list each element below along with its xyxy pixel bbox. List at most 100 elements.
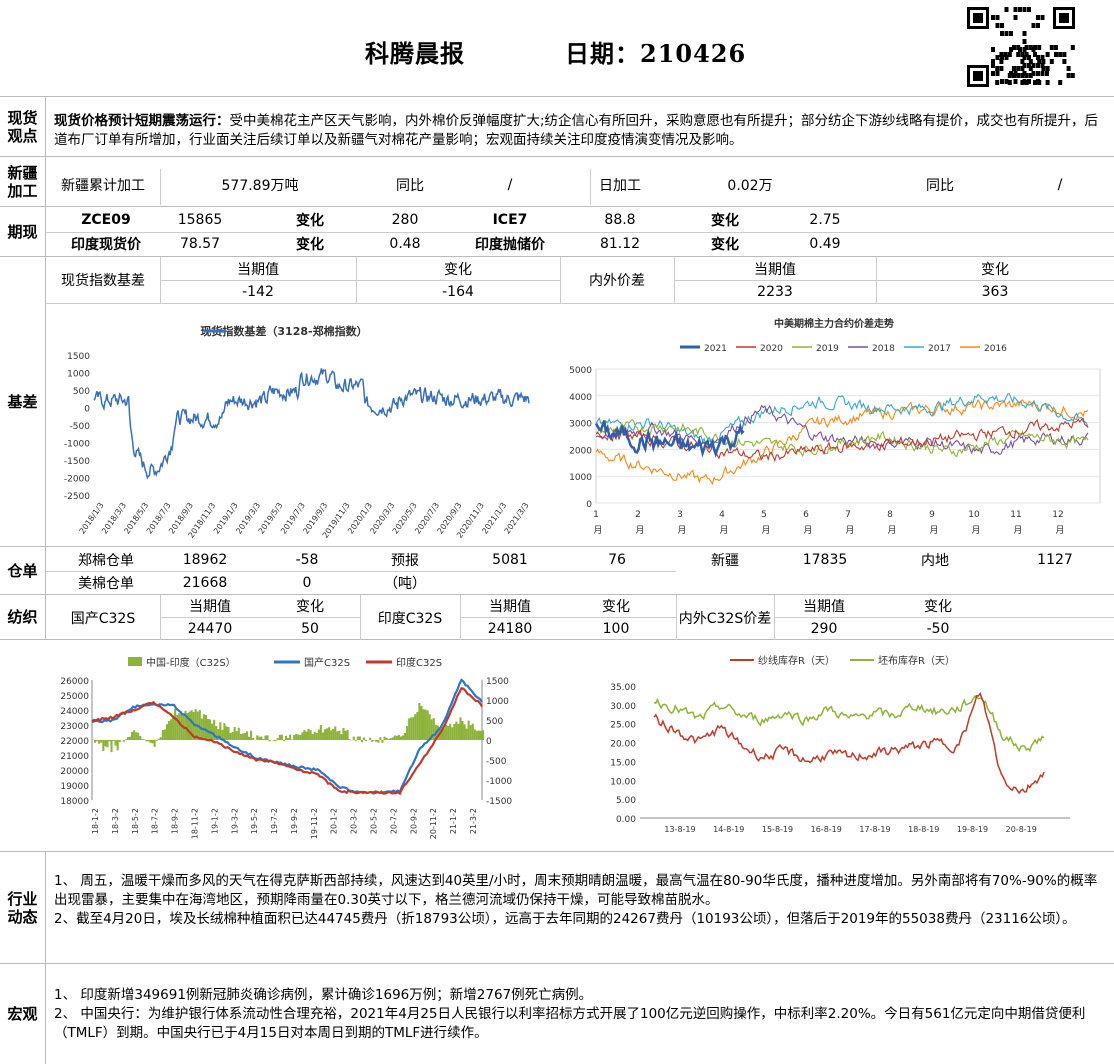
india-reserve-change-label: 变化 xyxy=(711,237,739,253)
futures-spot-section: 期现 ZCE09 15865 变化 280 ICE7 88.8 变化 2.75 … xyxy=(0,207,1114,257)
us-receipt-change: 0 xyxy=(302,575,312,591)
diff-bar xyxy=(141,739,144,740)
macro-news-1: 1、 印度新增349691例新冠肺炎确诊病例，累计确诊1696万例；新增2767… xyxy=(54,987,593,1003)
diff-bar xyxy=(96,740,99,742)
y-tick-label: 1000 xyxy=(67,370,90,380)
india-reserve-value: 81.12 xyxy=(599,236,641,252)
basis-change-value: -164 xyxy=(442,284,474,300)
india-spot-value: 78.57 xyxy=(179,236,221,252)
diff-bar xyxy=(211,723,214,740)
xinjiang-cumulative-label: 新疆累计加工 xyxy=(61,178,145,194)
y-tick-label: 19000 xyxy=(60,782,89,792)
diff-bar xyxy=(479,730,483,740)
diff-bar xyxy=(317,729,320,740)
x-tick-label: 20-11-2 xyxy=(429,808,438,839)
ice7-change-value: 2.75 xyxy=(809,212,841,228)
diff-bar xyxy=(217,729,220,740)
ice7-label: ICE7 xyxy=(492,212,528,228)
x-tick-label: 15-8-19 xyxy=(762,825,793,834)
diff-bar xyxy=(243,733,246,740)
diff-bar xyxy=(215,726,218,740)
diff-bar xyxy=(397,734,400,740)
basis-change-header: 变化 xyxy=(444,262,472,278)
y2-tick-label: 1500 xyxy=(486,677,509,687)
x-tick-label: 10 xyxy=(968,510,980,520)
diff-bar xyxy=(256,735,259,740)
fabric-stock-line xyxy=(653,694,1045,753)
diff-bar xyxy=(377,740,380,743)
diff-bar xyxy=(360,740,363,743)
x-tick-label: 18-11-2 xyxy=(190,808,199,839)
diff-bar xyxy=(362,737,366,740)
diff-bar xyxy=(112,740,115,742)
y-tick-label: 23000 xyxy=(60,722,89,732)
x-unit-label: 月 xyxy=(845,525,854,536)
spot-index-basis-chart: 现货指数基差（3128-郑棉指数） 1500 1000 500 0 -500 -1000 -1… xyxy=(64,324,531,540)
diff-bar xyxy=(447,725,450,740)
diff-bar xyxy=(457,723,460,740)
spread-change-value: 363 xyxy=(981,284,1009,300)
y2-tick-label: 500 xyxy=(486,717,503,727)
diff-bar xyxy=(178,713,181,740)
india-reserve-label: 印度抛储价 xyxy=(475,237,545,253)
zce-receipt-label: 郑棉仓单 xyxy=(78,553,134,569)
diff-bar xyxy=(172,715,175,740)
x-tick-label: 19-9-2 xyxy=(290,808,299,834)
y-tick-label: 24000 xyxy=(60,707,89,717)
diff-bar xyxy=(124,739,127,740)
diff-bar xyxy=(128,736,132,740)
x-tick-label: 7 xyxy=(845,510,851,520)
india-c32s-line xyxy=(91,687,483,796)
daily-processing-value: 0.02万 xyxy=(727,178,773,194)
diff-bar xyxy=(174,708,177,740)
c32s-spread-change-header: 变化 xyxy=(924,599,952,615)
diff-bar xyxy=(328,727,331,740)
diff-bar xyxy=(149,740,152,743)
x-tick-label: 20-3-2 xyxy=(350,808,359,834)
diff-bar xyxy=(428,714,431,740)
x-tick-label: 18-1-2 xyxy=(91,808,100,834)
x-tick-label: 18-5-2 xyxy=(131,808,140,834)
x-tick-label: 18-3-2 xyxy=(111,808,120,834)
y-tick-label: 35.00 xyxy=(610,683,636,693)
diff-bar xyxy=(239,734,242,740)
x-unit-label: 月 xyxy=(635,525,644,536)
diff-bar xyxy=(412,717,415,740)
diff-bar xyxy=(422,709,425,740)
spinning-section: 纺织 国产C32S 当期值 变化 24470 50 印度C32S 当期值 变化 … xyxy=(0,595,1114,640)
diff-bar xyxy=(190,710,193,740)
diff-bar xyxy=(463,724,466,740)
x-tick-label: 12 xyxy=(1052,510,1063,520)
india-c32s-current-value: 24180 xyxy=(487,621,533,637)
diff-bar xyxy=(206,719,210,740)
x-unit-label: 月 xyxy=(1013,525,1022,536)
diff-bar xyxy=(379,737,382,740)
legend-label-1: 坯布库存R（天） xyxy=(878,654,955,667)
legend-label-2018: 2018 xyxy=(872,344,895,354)
diff-bar xyxy=(229,732,232,740)
diff-bar xyxy=(482,730,485,740)
basis-section: 基差 现货指数基差 当期值 变化 -142 -164 内外价差 当期值 变化 2… xyxy=(0,257,1114,547)
legend-swatch-diff xyxy=(128,657,142,666)
ton-unit-label: （吨） xyxy=(384,576,426,592)
xinjiang-yoy-label: 同比 xyxy=(396,178,424,194)
y2-tick-label: 1000 xyxy=(486,697,509,707)
x-tick-label: 9 xyxy=(929,510,935,520)
x-tick-label: 20-5-2 xyxy=(370,808,379,834)
diff-bar xyxy=(321,732,324,740)
diff-bar xyxy=(338,730,341,740)
x-unit-label: 月 xyxy=(971,525,980,536)
y-tick-label: 21000 xyxy=(60,752,89,762)
x-tick-label: 21-1-2 xyxy=(449,808,458,834)
diff-bar xyxy=(356,736,359,740)
y-tick-label: 20.00 xyxy=(610,740,636,750)
diff-bar xyxy=(383,736,386,740)
industry-news-1: 1、 周五，温暖干燥而多风的天气在得克萨斯西部持续，风速达到40英里/小时，周末… xyxy=(54,873,1098,908)
x-unit-label: 月 xyxy=(887,525,896,536)
diff-bar xyxy=(108,740,111,742)
diff-bar xyxy=(340,734,343,740)
basis-current-value: -142 xyxy=(242,284,274,300)
warehouse-receipt-section: 仓单 郑棉仓单 18962 -58 预报 5081 76 新疆 17835 内地… xyxy=(0,547,1114,595)
zce09-value: 15865 xyxy=(177,212,223,228)
diff-bar xyxy=(167,721,171,740)
